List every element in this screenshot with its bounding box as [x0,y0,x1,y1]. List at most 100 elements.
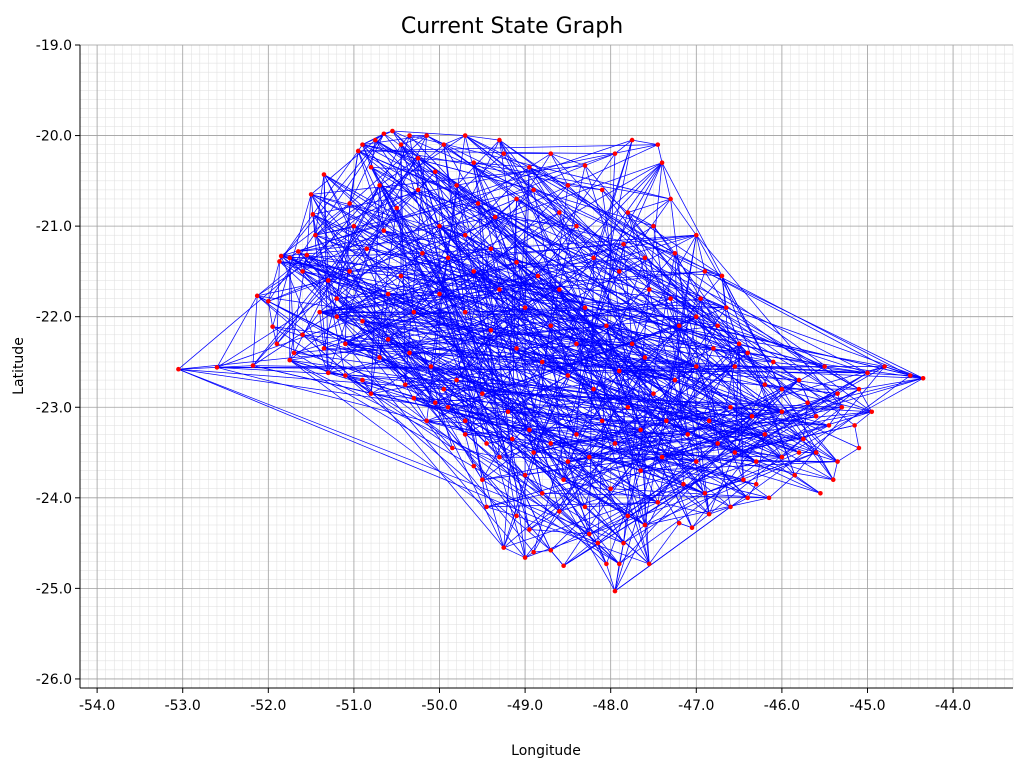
graph-node [604,323,609,329]
graph-edge [426,393,654,422]
graph-node [800,436,806,442]
graph-edge [289,257,590,458]
graph-edge [802,402,808,439]
graph-node [830,477,836,483]
graph-edge [257,295,444,390]
graph-edge [216,153,551,368]
graph-edge [252,295,258,366]
graph-node [445,404,451,410]
graph-edge [499,139,693,528]
graph-edge [576,307,586,435]
graph-edge [426,420,590,458]
graph-node [424,418,429,424]
graph-node [689,525,695,531]
graph-node [304,252,310,258]
graph-node [586,531,592,537]
graph-node [728,504,733,510]
graph-node [548,441,554,446]
graph-node [779,454,785,460]
graph-edge [435,402,765,435]
graph-edge [216,295,258,368]
graph-node [471,463,477,469]
graph-node [856,445,862,451]
graph-edge [550,366,736,551]
graph-edge [272,326,483,395]
graph-node [561,563,566,569]
graph-edge [310,139,376,195]
graph-edge [366,248,825,367]
graph-node [347,269,352,274]
graph-edge [832,461,838,480]
graph-edge [490,248,800,453]
graph-node [638,427,643,433]
graph-edge [404,384,427,422]
graph-edge [597,461,697,544]
graph-edge [550,153,569,186]
graph-edge [315,235,338,299]
graph-edge [623,524,646,544]
graph-edge [268,198,517,302]
graph-edge [353,225,697,367]
graph-edge [426,135,924,379]
graph-node [287,255,293,261]
graph-node [920,375,926,381]
graph-node [646,287,652,292]
graph-edge [267,301,273,327]
graph-node [347,201,352,206]
graph-node [668,296,673,301]
graph-edge [691,513,710,528]
graph-edge [653,379,676,394]
y-tick-label: -19.0 [36,38,72,54]
graph-node [437,223,442,229]
graph-node [702,490,708,496]
graph-edge [593,388,641,471]
graph-edge [503,461,757,548]
graph-node [398,142,404,147]
graph-node [561,477,566,483]
graph-edge [345,311,414,345]
graph-edge [336,271,474,318]
graph-nodes [176,128,926,594]
graph-node [377,183,382,188]
graph-edge [708,361,774,515]
graph-node [621,241,626,247]
graph-node [462,418,468,424]
graph-node [655,500,661,505]
graph-edge [661,434,765,458]
graph-node [723,305,729,310]
graph-node [535,273,541,279]
x-tick-label: -44.0 [935,698,971,714]
graph-node [651,223,656,229]
graph-edge [563,366,697,566]
graph-edge [516,198,641,471]
graph-node [310,212,316,217]
graph-edge [319,271,705,313]
graph-node [522,305,528,310]
graph-node [672,377,678,383]
graph-node [471,269,477,274]
graph-edge [499,139,860,390]
graph-node [402,382,408,387]
graph-edge [345,343,526,558]
graph-edge [413,198,671,399]
graph-node [591,255,596,261]
graph-node [176,366,181,372]
graph-node [574,223,579,229]
graph-node [865,370,870,376]
graph-edge [653,225,817,453]
graph-edge [362,133,385,145]
graph-node [796,450,802,455]
graph-edge [417,189,701,299]
graph-edge [567,375,817,453]
graph-edge [289,298,701,361]
graph-node [539,359,545,365]
graph-edge [327,185,380,281]
x-tick-label: -50.0 [421,698,457,714]
graph-node [471,160,477,166]
graph-node [813,414,819,419]
x-tick-label: -47.0 [678,698,714,714]
graph-node [557,287,562,292]
graph-node [599,187,605,193]
graph-node [586,454,592,460]
graph-edge [559,212,689,435]
